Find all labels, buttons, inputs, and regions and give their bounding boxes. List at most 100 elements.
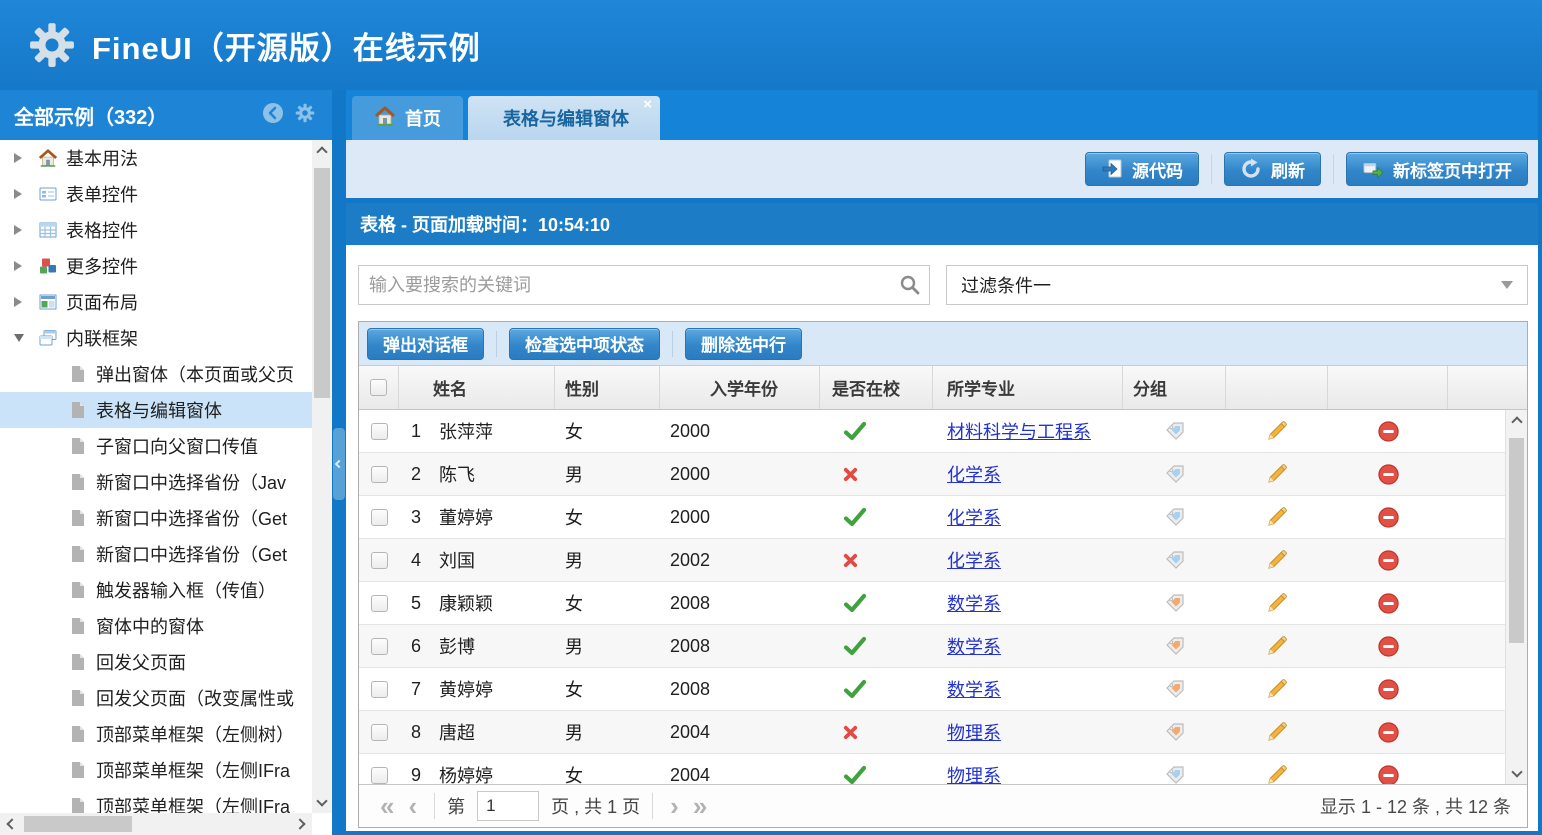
prev-page-button[interactable]: ‹ [408,791,418,821]
major-link[interactable]: 化学系 [947,465,1001,485]
edit-pencil-icon[interactable] [1265,634,1289,658]
row-checkbox[interactable] [370,508,388,526]
tree-item[interactable]: 表格控件 [0,212,312,248]
file-icon [68,508,88,528]
tree-item[interactable]: 弹出窗体（本页面或父页 [0,356,312,392]
delete-row-icon[interactable] [1377,635,1400,658]
row-checkbox[interactable] [370,766,388,784]
delete-row-icon[interactable] [1377,549,1400,572]
sidebar-hscrollbar-thumb[interactable] [24,816,132,832]
close-tab-icon[interactable]: × [643,96,652,113]
row-checkbox[interactable] [370,551,388,569]
tree-item[interactable]: 新窗口中选择省份（Jav [0,464,312,500]
edit-pencil-icon[interactable] [1265,548,1289,572]
tree-item[interactable]: 页面布局 [0,284,312,320]
tree-expand-arrow-icon[interactable] [14,297,28,307]
tree-item[interactable]: 触发器输入框（传值） [0,572,312,608]
scroll-down-icon[interactable] [1506,764,1527,784]
delete-row-icon[interactable] [1377,764,1400,784]
sidebar-scrollbar-thumb[interactable] [314,168,330,398]
major-link[interactable]: 数学系 [947,594,1001,614]
tree-expand-arrow-icon[interactable] [14,225,28,235]
edit-pencil-icon[interactable] [1265,763,1289,784]
check-selected-button[interactable]: 检查选中项状态 [509,327,660,360]
tree-item[interactable]: 子窗口向父窗口传值 [0,428,312,464]
major-link[interactable]: 数学系 [947,680,1001,700]
row-checkbox[interactable] [370,637,388,655]
major-link[interactable]: 数学系 [947,637,1001,657]
settings-gear-icon[interactable] [294,102,316,129]
tree-item[interactable]: 新窗口中选择省份（Get [0,500,312,536]
tree-item[interactable]: 表单控件 [0,176,312,212]
sidebar-splitter[interactable] [332,90,346,835]
row-checkbox[interactable] [370,723,388,741]
edit-pencil-icon[interactable] [1265,720,1289,744]
table-vertical-scrollbar[interactable] [1505,410,1527,784]
tree-expand-arrow-icon[interactable] [14,189,28,199]
select-all-checkbox[interactable] [370,379,387,396]
tree-expand-arrow-icon[interactable] [14,261,28,271]
scroll-up-icon[interactable] [1506,410,1527,430]
tab-home[interactable]: 首页 [352,96,463,140]
delete-row-icon[interactable] [1377,506,1400,529]
tree-item[interactable]: 回发父页面 [0,644,312,680]
tree-item[interactable]: 基本用法 [0,140,312,176]
tab-active[interactable]: 表格与编辑窗体 × [468,96,660,140]
row-checkbox[interactable] [370,680,388,698]
tree-collapse-arrow-icon[interactable] [14,334,28,342]
edit-pencil-icon[interactable] [1265,677,1289,701]
tree-item[interactable]: 回发父页面（改变属性或 [0,680,312,716]
tree-item[interactable]: 内联框架 [0,320,312,356]
view-source-button[interactable]: 源代码 [1085,152,1199,186]
data-grid: 弹出对话框 检查选中项状态 删除选中行 姓名 性别 入学年份 是否在校 所学专业 分组 1 张萍… [358,321,1528,828]
table-scrollbar-thumb[interactable] [1509,438,1524,643]
row-checkbox[interactable] [370,594,388,612]
tree-item[interactable]: 顶部菜单框架（左侧IFra [0,752,312,788]
search-icon[interactable] [899,274,921,301]
sidebar-vertical-scrollbar[interactable] [312,140,332,813]
scroll-left-icon[interactable] [0,813,20,835]
edit-pencil-icon[interactable] [1265,505,1289,529]
cell-delete [1328,678,1448,701]
open-dialog-button[interactable]: 弹出对话框 [367,327,484,360]
tree-item[interactable]: 新窗口中选择省份（Get [0,536,312,572]
last-page-button[interactable]: » [692,791,708,821]
page-number-input[interactable] [477,791,540,821]
open-in-new-tab-button[interactable]: 新标签页中打开 [1346,152,1528,186]
cell-gender: 男 [565,551,583,571]
cell-year: 2000 [670,506,711,527]
filter-dropdown[interactable]: 过滤条件一 [946,265,1528,305]
sidebar-horizontal-scrollbar[interactable] [0,813,312,835]
major-link[interactable]: 材料科学与工程系 [947,422,1091,442]
edit-pencil-icon[interactable] [1265,591,1289,615]
row-checkbox[interactable] [370,465,388,483]
delete-row-icon[interactable] [1377,420,1400,443]
edit-pencil-icon[interactable] [1265,462,1289,486]
major-link[interactable]: 物理系 [947,766,1001,784]
splitter-collapse-handle[interactable] [333,428,345,500]
scroll-down-icon[interactable] [312,793,332,813]
delete-selected-button[interactable]: 删除选中行 [685,327,802,360]
tree-item[interactable]: 更多控件 [0,248,312,284]
search-input[interactable] [359,266,929,304]
delete-row-icon[interactable] [1377,463,1400,486]
next-page-button[interactable]: › [670,791,679,821]
delete-row-icon[interactable] [1377,678,1400,701]
tree-expand-arrow-icon[interactable] [14,153,28,163]
edit-pencil-icon[interactable] [1265,419,1289,443]
tree-item[interactable]: 顶部菜单框架（左侧树） [0,716,312,752]
scroll-right-icon[interactable] [292,813,312,835]
collapse-panel-icon[interactable] [262,102,284,129]
tree-item[interactable]: 窗体中的窗体 [0,608,312,644]
row-checkbox[interactable] [370,422,388,440]
scroll-up-icon[interactable] [312,140,332,160]
delete-row-icon[interactable] [1377,592,1400,615]
refresh-button[interactable]: 刷新 [1224,152,1321,186]
tree-item[interactable]: 表格与编辑窗体 [0,392,312,428]
first-page-button[interactable]: « [380,791,395,821]
major-link[interactable]: 化学系 [947,551,1001,571]
tree-item[interactable]: 顶部菜单框架（左侧IFra [0,788,312,813]
major-link[interactable]: 化学系 [947,508,1001,528]
major-link[interactable]: 物理系 [947,723,1001,743]
delete-row-icon[interactable] [1377,721,1400,744]
